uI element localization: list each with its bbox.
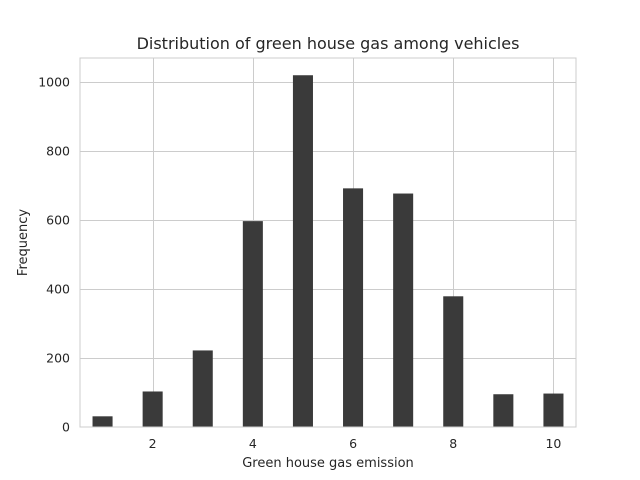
y-tick-label-0: 0 — [62, 420, 70, 435]
y-tick-label-400: 400 — [46, 282, 70, 297]
histogram-bar-9 — [493, 394, 514, 427]
histogram-bar-7 — [393, 193, 414, 427]
x-tick-label-4: 4 — [249, 436, 257, 451]
x-tick-label-10: 10 — [545, 436, 561, 451]
y-tick-label-200: 200 — [46, 351, 70, 366]
y-tick-label-600: 600 — [46, 213, 70, 228]
plot-frame — [79, 57, 577, 428]
histogram-bar-3 — [192, 350, 213, 427]
x-tick-label-2: 2 — [149, 436, 157, 451]
y-tick-label-800: 800 — [46, 144, 70, 159]
x-axis-label: Green house gas emission — [242, 456, 414, 471]
grid-layer — [80, 58, 576, 427]
y-tick-label-1000: 1000 — [38, 75, 70, 90]
histogram-bar-1 — [92, 416, 113, 427]
x-tick-labels: 2 4 6 8 10 — [149, 436, 562, 451]
x-tick-label-6: 6 — [349, 436, 357, 451]
histogram-bar-8 — [443, 296, 464, 427]
histogram-bar-4 — [242, 221, 263, 427]
histogram-bar-6 — [343, 188, 364, 427]
x-tick-label-8: 8 — [449, 436, 457, 451]
histogram-bar-10 — [543, 393, 564, 427]
bars-layer — [92, 75, 564, 428]
histogram-bar-5 — [292, 75, 313, 428]
histogram-bar-2 — [142, 391, 163, 427]
y-axis-label: Frequency — [16, 209, 31, 276]
chart-title: Distribution of green house gas among ve… — [137, 34, 520, 53]
y-tick-labels: 0 200 400 600 800 1000 — [38, 75, 70, 435]
